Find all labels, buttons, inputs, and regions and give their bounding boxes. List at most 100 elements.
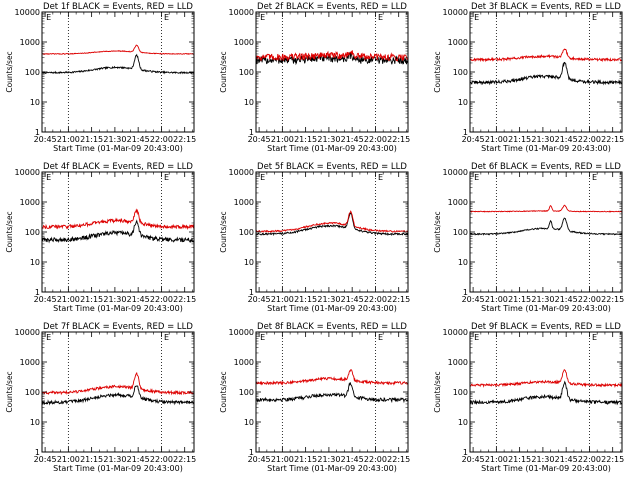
e-marker-label: E <box>378 333 383 342</box>
y-tick-label: 100 <box>453 228 468 237</box>
e-marker-label: E <box>260 13 265 22</box>
events-series-line <box>41 385 195 406</box>
x-tick-label: 21:30 <box>103 135 126 144</box>
lld-series-line <box>469 204 623 213</box>
plot-frame <box>469 11 623 133</box>
x-tick-label: 22:15 <box>601 135 624 144</box>
y-tick-label: 10000 <box>443 8 468 17</box>
y-tick-label: 1 <box>35 128 40 137</box>
e-marker-label: E <box>592 173 597 182</box>
y-tick-label: 1000 <box>234 38 254 47</box>
y-tick-label: 1 <box>463 448 468 457</box>
x-tick-label: 21:15 <box>508 135 531 144</box>
x-axis-label: Start Time (01-Mar-09 20:43:00) <box>53 304 183 313</box>
e-marker-label: E <box>164 333 169 342</box>
y-tick-label: 100 <box>239 388 254 397</box>
x-tick-label: 22:15 <box>601 455 624 464</box>
y-axis-label: Counts/sec <box>219 211 228 252</box>
x-tick-label: 21:15 <box>294 135 317 144</box>
y-tick-label: 10000 <box>15 8 40 17</box>
plot-frame <box>255 331 409 453</box>
x-tick-label: 20:45 <box>248 295 271 304</box>
y-tick-label: 10000 <box>15 328 40 337</box>
y-tick-label: 100 <box>25 388 40 397</box>
y-axis-label: Counts/sec <box>433 371 442 412</box>
e-marker-label: E <box>46 333 51 342</box>
chart-title: Det 8f BLACK = Events, RED = LLD <box>257 322 407 332</box>
x-tick-label: 22:15 <box>173 135 196 144</box>
x-tick-label: 21:30 <box>531 295 554 304</box>
x-tick-label: 21:15 <box>80 295 103 304</box>
x-tick-label: 21:30 <box>317 295 340 304</box>
e-marker-label: E <box>164 13 169 22</box>
e-marker-label: E <box>260 333 265 342</box>
e-marker-label: E <box>46 13 51 22</box>
x-tick-label: 21:00 <box>57 455 80 464</box>
x-tick-label: 20:45 <box>34 455 57 464</box>
chart-title: Det 5f BLACK = Events, RED = LLD <box>257 162 407 172</box>
x-tick-label: 21:15 <box>80 135 103 144</box>
x-tick-label: 20:45 <box>462 295 485 304</box>
lld-series-line <box>255 50 409 62</box>
x-tick-label: 21:00 <box>485 455 508 464</box>
e-marker-label: E <box>474 173 479 182</box>
x-tick-label: 21:15 <box>508 295 531 304</box>
lld-series-line <box>469 48 623 63</box>
x-tick-label: 22:15 <box>387 135 410 144</box>
y-tick-label: 10000 <box>443 328 468 337</box>
y-tick-label: 100 <box>239 68 254 77</box>
x-tick-label: 22:00 <box>364 295 387 304</box>
y-axis-label: Counts/sec <box>433 51 442 92</box>
lld-series-line <box>41 371 194 396</box>
y-tick-label: 10 <box>30 418 40 427</box>
events-series-line <box>255 51 409 66</box>
chart-title: Det 7f BLACK = Events, RED = LLD <box>43 322 193 332</box>
e-marker-label: E <box>592 13 597 22</box>
y-axis-label: Counts/sec <box>5 371 14 412</box>
y-axis-label: Counts/sec <box>433 211 442 252</box>
x-tick-label: 22:15 <box>173 295 196 304</box>
y-tick-label: 1 <box>463 288 468 297</box>
x-tick-label: 21:00 <box>57 295 80 304</box>
x-axis-label: Start Time (01-Mar-09 20:43:00) <box>481 144 611 153</box>
x-tick-label: 21:15 <box>294 295 317 304</box>
y-tick-label: 10 <box>458 98 468 107</box>
e-marker-label: E <box>378 173 383 182</box>
x-axis-label: Start Time (01-Mar-09 20:43:00) <box>481 304 611 313</box>
x-tick-label: 22:00 <box>364 135 387 144</box>
events-series-line <box>255 211 409 237</box>
chart-title: Det 3f BLACK = Events, RED = LLD <box>471 2 621 12</box>
e-marker-label: E <box>378 13 383 22</box>
y-tick-label: 10000 <box>229 328 254 337</box>
x-tick-label: 21:30 <box>317 455 340 464</box>
x-tick-label: 21:00 <box>57 135 80 144</box>
x-tick-label: 21:15 <box>294 455 317 464</box>
x-axis-label: Start Time (01-Mar-09 20:43:00) <box>481 464 611 473</box>
y-tick-label: 1 <box>249 288 254 297</box>
x-tick-label: 22:15 <box>601 295 624 304</box>
y-tick-label: 1000 <box>448 198 468 207</box>
x-tick-label: 21:15 <box>80 455 103 464</box>
e-marker-label: E <box>474 333 479 342</box>
y-tick-label: 10 <box>458 258 468 267</box>
x-tick-label: 20:45 <box>248 135 271 144</box>
x-tick-label: 22:00 <box>578 455 601 464</box>
x-tick-label: 21:30 <box>103 455 126 464</box>
y-tick-label: 10000 <box>443 168 468 177</box>
x-tick-label: 21:00 <box>271 135 294 144</box>
y-tick-label: 10 <box>30 98 40 107</box>
events-series-line <box>41 219 195 244</box>
y-tick-label: 10 <box>30 258 40 267</box>
plot-frame <box>255 11 409 133</box>
x-tick-label: 21:45 <box>341 135 364 144</box>
x-tick-label: 21:45 <box>127 455 150 464</box>
chart-title: Det 1f BLACK = Events, RED = LLD <box>43 2 193 12</box>
y-tick-label: 1 <box>35 448 40 457</box>
y-tick-label: 10000 <box>15 168 40 177</box>
